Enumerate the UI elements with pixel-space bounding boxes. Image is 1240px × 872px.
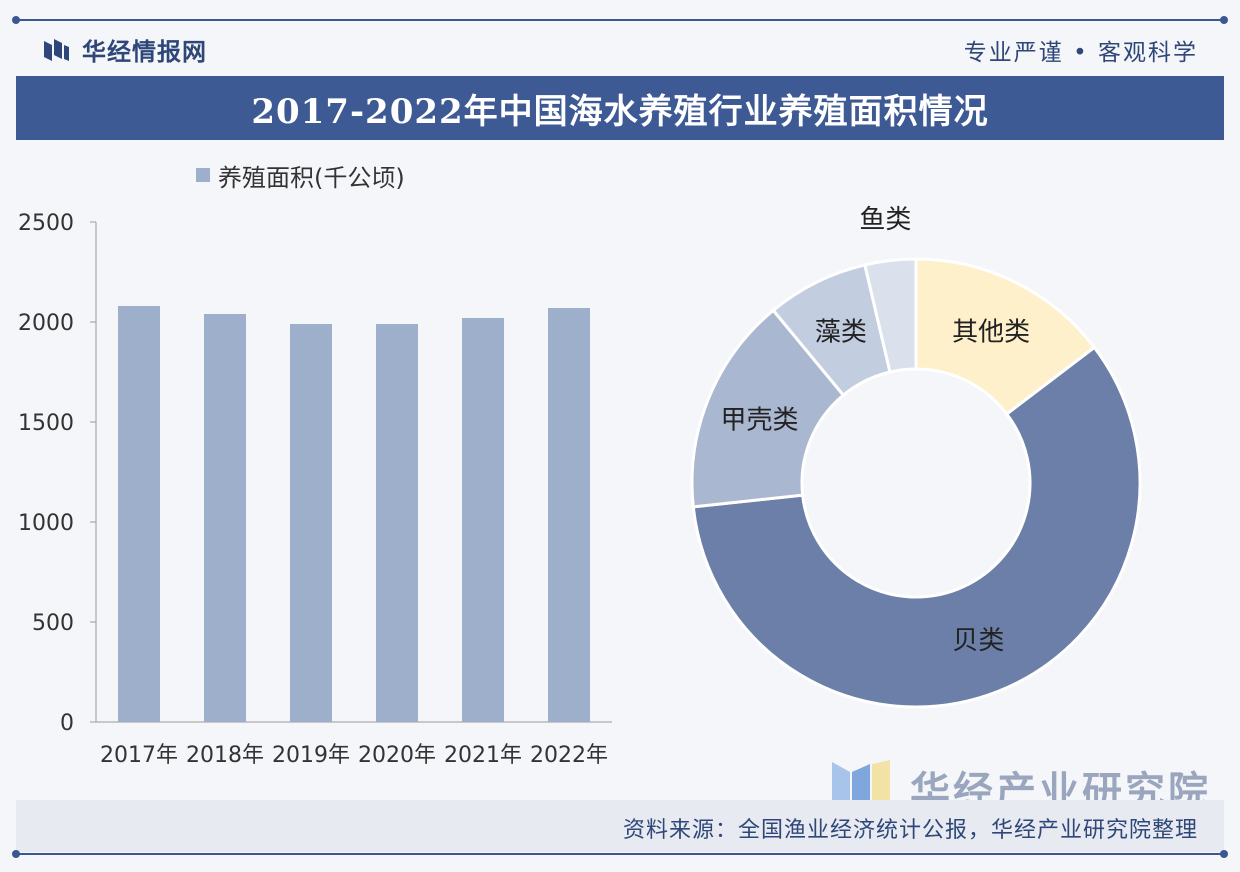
y-axis-ticks: 2500 2000 1500 1000 500 0 xyxy=(18,211,96,736)
slice-贝类 xyxy=(691,345,1142,709)
bar-chart: 养殖面积(千公顷) 2500 2000 1500 1000 500 0 2017年 2018… xyxy=(18,164,612,768)
slice-其他类 xyxy=(914,257,1097,417)
x-tick-label: 2018年 xyxy=(186,743,264,768)
bar-series xyxy=(118,306,590,722)
slice-label: 甲壳类 xyxy=(720,405,798,435)
slice-鱼类 xyxy=(863,257,918,374)
y-tick-label: 2500 xyxy=(18,211,74,236)
bar-2022年 xyxy=(548,308,590,722)
chart-title: 2017-2022年中国海水养殖行业养殖面积情况 xyxy=(251,91,989,132)
y-tick-label: 1000 xyxy=(18,511,74,536)
y-tick-label: 0 xyxy=(60,711,74,736)
legend-label: 养殖面积(千公顷) xyxy=(218,164,405,192)
y-tick-label: 1500 xyxy=(18,411,74,436)
bar-2021年 xyxy=(462,318,504,722)
brand-name: 华经情报网 xyxy=(82,38,207,66)
brand-logo-icon xyxy=(44,38,69,61)
x-tick-label: 2021年 xyxy=(444,743,522,768)
bar-2020年 xyxy=(376,324,418,722)
brand-header: 华经情报网 xyxy=(42,32,207,67)
slice-label: 藻类 xyxy=(815,318,867,348)
slice-label: 鱼类 xyxy=(859,205,911,235)
x-tick-label: 2022年 xyxy=(530,743,608,768)
title-bar: 2017-2022年中国海水养殖行业养殖面积情况 xyxy=(16,76,1224,140)
bottom-divider xyxy=(12,850,1228,858)
source-note: 资料来源：全国渔业经济统计公报，华经产业研究院整理 xyxy=(622,818,1198,843)
slice-label: 贝类 xyxy=(952,626,1004,656)
slice-甲壳类 xyxy=(690,308,846,509)
slice-label: 其他类 xyxy=(952,318,1030,348)
x-tick-label: 2019年 xyxy=(272,743,350,768)
x-axis-labels: 2017年 2018年 2019年 2020年 2021年 2022年 xyxy=(100,743,608,768)
y-tick-label: 2000 xyxy=(18,311,74,336)
x-tick-label: 2020年 xyxy=(358,743,436,768)
bar-2019年 xyxy=(290,324,332,722)
x-tick-label: 2017年 xyxy=(100,743,178,768)
y-tick-label: 500 xyxy=(32,611,74,636)
slogan: 专业严谨 • 客观科学 xyxy=(963,40,1198,66)
top-divider xyxy=(12,16,1228,24)
bar-2017年 xyxy=(118,306,160,722)
source-bar xyxy=(16,800,1224,852)
bar-2018年 xyxy=(204,314,246,722)
donut-slices xyxy=(690,257,1142,709)
legend-swatch xyxy=(196,168,210,182)
